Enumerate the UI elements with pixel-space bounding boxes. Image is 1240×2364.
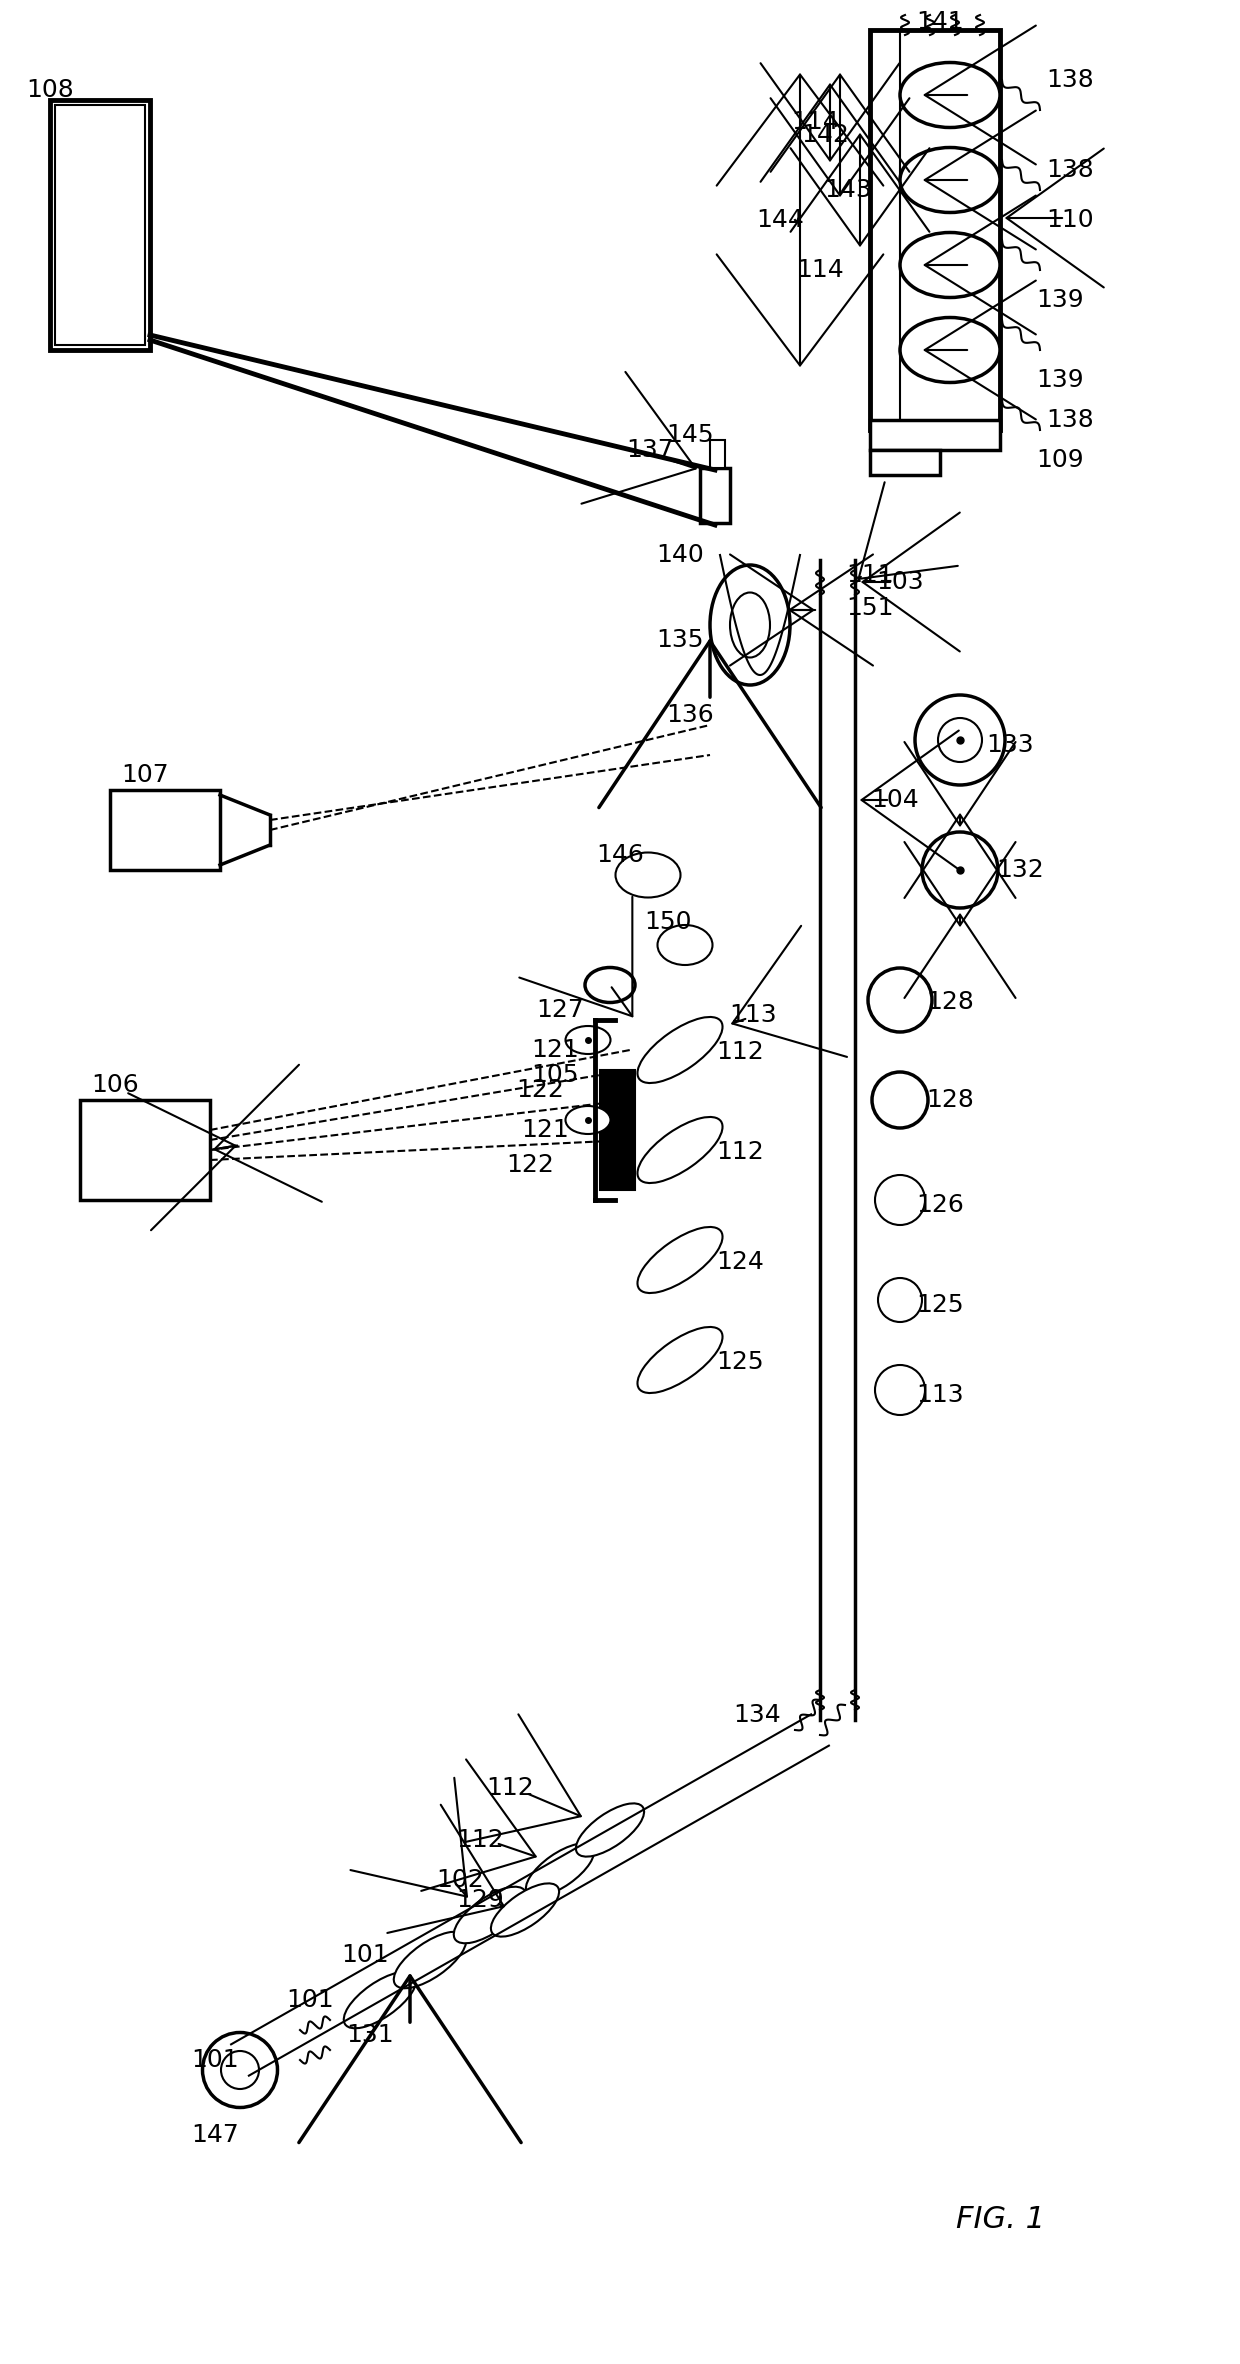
Text: 128: 128 [926,991,973,1014]
Text: 110: 110 [1047,208,1094,232]
Text: 128: 128 [926,1087,973,1111]
Circle shape [915,695,1004,785]
Text: 102: 102 [436,1868,484,1891]
Text: 104: 104 [872,787,919,811]
Bar [50,99,150,350]
Bar [81,1099,210,1201]
Ellipse shape [526,1844,594,1896]
Ellipse shape [202,2033,278,2106]
Text: 131: 131 [346,2024,394,2047]
Ellipse shape [615,853,681,898]
Bar [55,104,145,345]
Text: 141: 141 [916,9,963,33]
Bar [870,31,999,430]
Bar [711,440,725,468]
Text: 138: 138 [1047,158,1094,182]
Text: 133: 133 [986,733,1034,756]
Text: 138: 138 [1047,69,1094,92]
Text: 111: 111 [846,563,894,586]
Text: 146: 146 [596,844,644,868]
Text: FIG. 1: FIG. 1 [956,2206,1044,2234]
Ellipse shape [343,1972,417,2028]
Bar [870,449,940,475]
Text: 124: 124 [715,1251,764,1274]
Text: 132: 132 [996,858,1044,882]
Text: 143: 143 [825,177,872,201]
Text: 101: 101 [341,1943,389,1967]
Ellipse shape [565,1106,610,1135]
Text: 135: 135 [656,629,704,652]
Text: 145: 145 [666,423,714,447]
Text: 114: 114 [796,258,844,281]
Text: 113: 113 [916,1383,963,1407]
Text: 106: 106 [91,1073,139,1097]
Text: 101: 101 [286,1988,334,2012]
Text: 140: 140 [656,544,704,567]
Circle shape [875,1364,925,1416]
Text: 137: 137 [626,437,673,461]
Text: 134: 134 [733,1702,781,1728]
Text: 122: 122 [516,1078,564,1102]
Ellipse shape [454,1886,526,1943]
Text: 107: 107 [122,764,169,787]
Text: 147: 147 [191,2123,239,2147]
Text: 129: 129 [456,1889,503,1912]
Bar [110,790,219,870]
Ellipse shape [394,1931,466,1988]
Ellipse shape [637,1227,723,1293]
Text: 151: 151 [846,596,894,619]
Ellipse shape [900,232,999,298]
Circle shape [872,1071,928,1128]
Text: 139: 139 [1037,369,1084,392]
Text: 112: 112 [717,1040,764,1064]
Ellipse shape [711,565,790,686]
Text: 138: 138 [1047,409,1094,433]
Circle shape [937,719,982,761]
Ellipse shape [637,1017,723,1083]
Bar [870,421,999,449]
Text: 142: 142 [801,123,849,147]
Text: 122: 122 [506,1154,554,1177]
Ellipse shape [221,2052,259,2090]
Text: 126: 126 [916,1194,963,1217]
Text: 112: 112 [456,1827,503,1851]
Text: 125: 125 [717,1350,764,1373]
Circle shape [878,1279,923,1321]
Ellipse shape [585,967,635,1002]
Ellipse shape [637,1326,723,1392]
Ellipse shape [575,1804,644,1856]
Ellipse shape [491,1884,559,1936]
Ellipse shape [565,1026,610,1054]
Text: 121: 121 [531,1038,579,1061]
Ellipse shape [637,1116,723,1182]
Text: 112: 112 [717,1139,764,1163]
Ellipse shape [730,593,770,657]
Text: 103: 103 [877,570,924,593]
Text: 101: 101 [191,2047,239,2071]
Text: 127: 127 [536,998,584,1021]
Bar [600,1071,635,1189]
Text: 121: 121 [521,1118,569,1142]
Text: 112: 112 [486,1775,534,1799]
Bar [701,468,730,522]
Ellipse shape [900,147,999,213]
Text: 144: 144 [756,208,804,232]
Text: 114: 114 [791,111,839,135]
Circle shape [875,1175,925,1225]
Circle shape [868,967,932,1033]
Text: 108: 108 [26,78,74,102]
Ellipse shape [900,317,999,383]
Text: 113: 113 [729,1002,776,1026]
Ellipse shape [657,924,713,965]
Text: 150: 150 [645,910,692,934]
Circle shape [923,832,998,908]
Text: 139: 139 [1037,288,1084,312]
Text: 105: 105 [531,1064,579,1087]
Text: 109: 109 [1037,449,1084,473]
Ellipse shape [900,61,999,128]
Text: 136: 136 [666,702,714,728]
Text: 125: 125 [916,1293,963,1317]
